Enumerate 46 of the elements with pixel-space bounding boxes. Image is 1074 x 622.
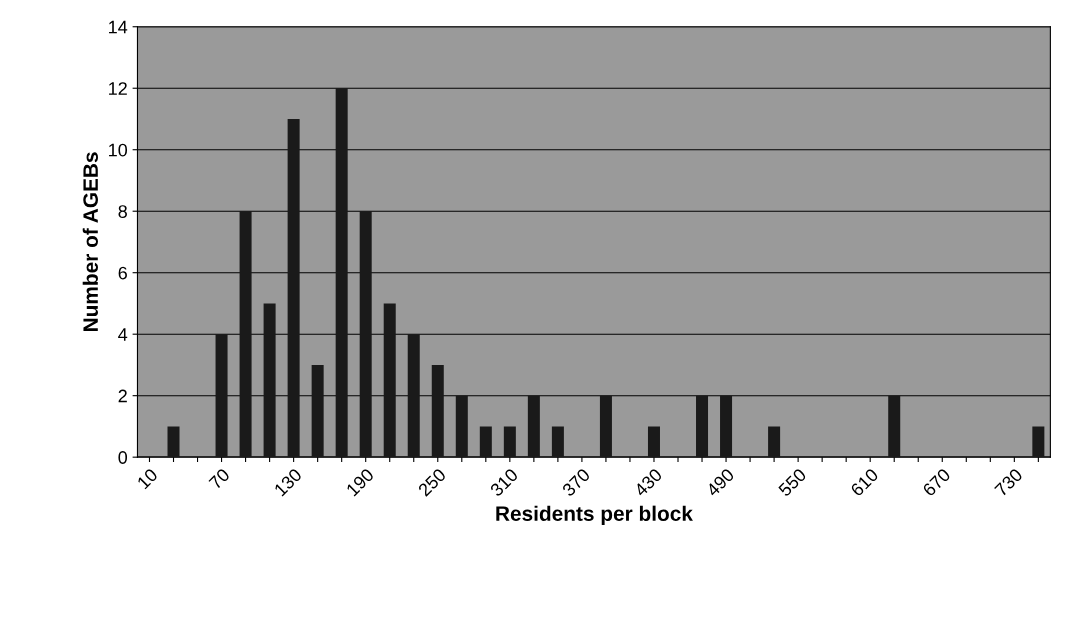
bar bbox=[383, 303, 396, 458]
bar bbox=[167, 426, 180, 458]
x-tick-label: 70 bbox=[208, 467, 231, 490]
bar bbox=[551, 426, 564, 458]
bar bbox=[311, 364, 324, 458]
bar bbox=[239, 211, 252, 458]
x-tick-label: 190 bbox=[345, 467, 375, 497]
y-tick-label: 2 bbox=[118, 389, 127, 403]
bar bbox=[407, 334, 420, 458]
bar bbox=[479, 426, 492, 458]
x-tick-label: 550 bbox=[777, 467, 807, 498]
bar bbox=[696, 395, 709, 458]
y-tick-label: 0 bbox=[118, 451, 128, 464]
x-tick-label: 730 bbox=[994, 467, 1024, 497]
x-tick-label: 10 bbox=[136, 467, 159, 490]
y-tick-label: 10 bbox=[109, 143, 128, 157]
y-tick-label: 6 bbox=[118, 266, 127, 280]
y-axis-title: Number of AGEBs bbox=[82, 152, 98, 332]
x-tick-label: 490 bbox=[705, 467, 735, 498]
bar bbox=[287, 118, 300, 458]
y-tick-label: 14 bbox=[109, 20, 128, 34]
y-tick-label: 4 bbox=[118, 328, 128, 341]
bar bbox=[455, 395, 468, 458]
bar bbox=[527, 395, 540, 458]
bar bbox=[263, 303, 276, 458]
bar bbox=[359, 211, 372, 458]
bar bbox=[720, 395, 733, 458]
x-tick-label: 310 bbox=[489, 467, 519, 498]
x-tick-label: 130 bbox=[273, 467, 303, 497]
bar bbox=[768, 426, 781, 458]
bar bbox=[431, 364, 444, 458]
bar bbox=[1032, 426, 1045, 458]
bar bbox=[888, 395, 901, 458]
x-axis-title: Residents per block bbox=[496, 505, 693, 526]
x-tick-label: 370 bbox=[561, 467, 591, 498]
bar bbox=[647, 426, 660, 458]
x-tick-label: 670 bbox=[921, 467, 952, 497]
y-tick-label: 12 bbox=[109, 82, 127, 95]
y-tick-label: 8 bbox=[118, 205, 127, 218]
x-tick-label: 250 bbox=[417, 467, 447, 497]
x-tick-label: 430 bbox=[633, 467, 663, 498]
bar bbox=[335, 88, 348, 458]
bar bbox=[215, 334, 228, 458]
x-tick-label: 610 bbox=[849, 467, 880, 497]
bar bbox=[503, 426, 516, 458]
bar bbox=[599, 395, 612, 458]
